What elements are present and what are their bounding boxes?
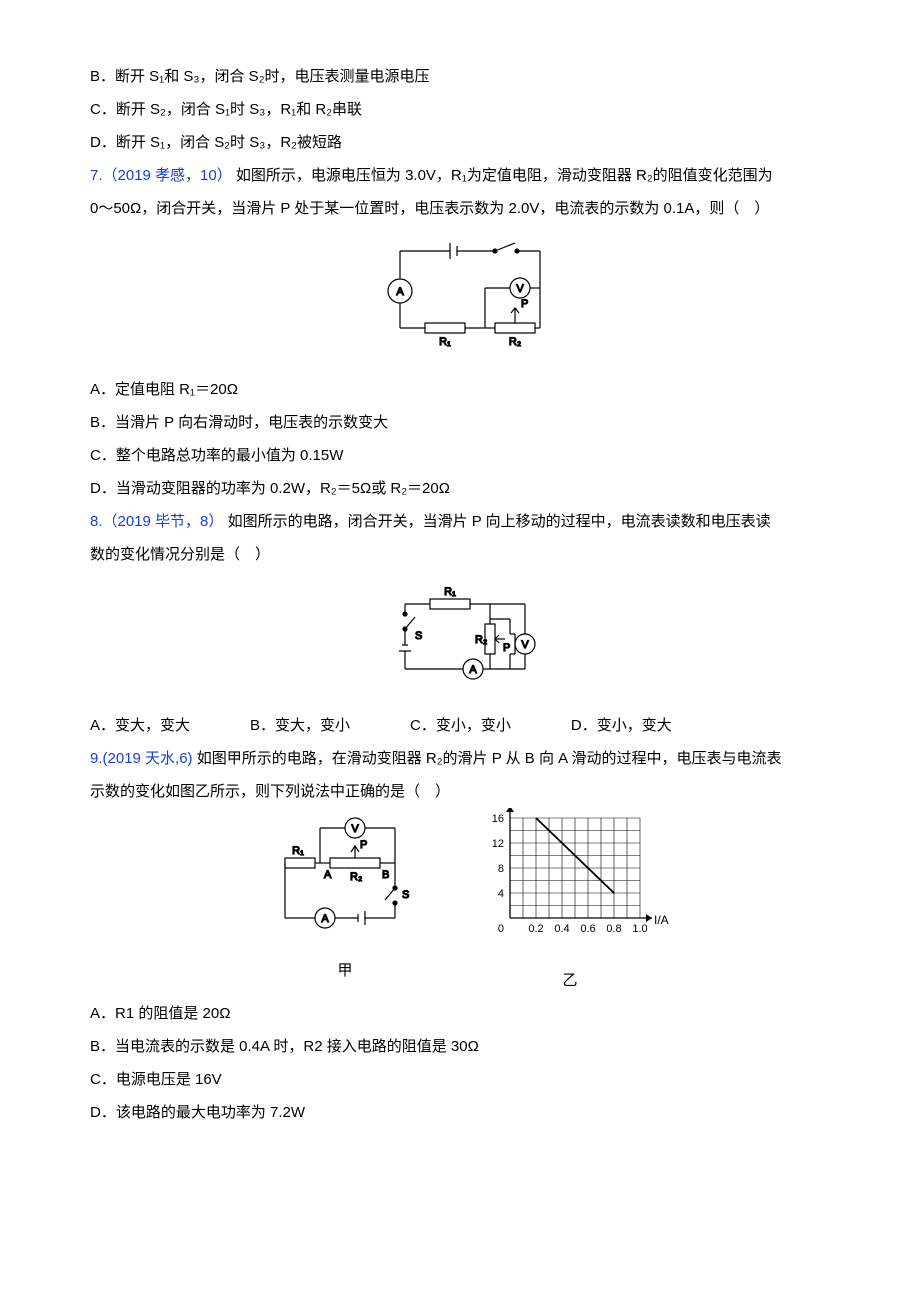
q8-ammeter-label: A: [469, 664, 477, 676]
q6-option-d: D．断开 S₁，闭合 S₂时 S₃，R₂被短路: [90, 126, 840, 159]
q8-option-a: A．变大，变大: [90, 709, 190, 742]
q9-option-a: A．R1 的阻值是 20Ω: [90, 997, 840, 1030]
q7-ref: 7.（2019 孝感，10）: [90, 167, 232, 184]
q7-stem-line1: 7.（2019 孝感，10） 如图所示，电源电压恒为 3.0V，R₁为定值电阻，…: [90, 159, 840, 192]
q9-voltmeter-label: V: [351, 823, 359, 835]
svg-text:4: 4: [498, 888, 504, 900]
q7-stem-text: 如图所示，电源电压恒为 3.0V，R₁为定值电阻，滑动变阻器 R₂的阻值变化范围…: [236, 167, 773, 184]
q7-r1-label: R₁: [439, 336, 451, 348]
q9-circuit-wrapper: V P A R₂ B S: [260, 808, 430, 987]
q8-voltmeter-label: V: [521, 639, 529, 651]
q9-p-label: P: [360, 839, 367, 851]
q9-r2-label: R₂: [350, 871, 362, 883]
q8-switch-label: S: [415, 630, 422, 642]
q8-stem-text: 如图所示的电路，闭合开关，当滑片 P 向上移动的过程中，电流表读数和电压表读: [228, 513, 771, 530]
q8-option-b: B．变大，变小: [250, 709, 350, 742]
q9-option-d: D．该电路的最大电功率为 7.2W: [90, 1096, 840, 1129]
q8-stem-line1: 8.（2019 毕节，8） 如图所示的电路，闭合开关，当滑片 P 向上移动的过程…: [90, 505, 840, 538]
q9-graph-wrapper: 4812160.20.40.60.81.00U/VI/A 乙: [470, 808, 670, 997]
q6-option-c: C．断开 S₂，闭合 S₁时 S₃，R₁和 R₂串联: [90, 93, 840, 126]
q9-stem-text: 如图甲所示的电路，在滑动变阻器 R₂的滑片 P 从 B 向 A 滑动的过程中，电…: [197, 750, 782, 767]
q9-left-caption: 甲: [260, 954, 430, 987]
q9-stem-line2: 示数的变化如图乙所示，则下列说法中正确的是（ ）: [90, 775, 840, 808]
svg-text:0: 0: [498, 923, 504, 935]
q7-option-d: D．当滑动变阻器的功率为 0.2W，R₂＝5Ω或 R₂＝20Ω: [90, 472, 840, 505]
q8-stem-line2: 数的变化情况分别是（ ）: [90, 538, 840, 571]
q7-stem-line2: 0～50Ω，闭合开关，当滑片 P 处于某一位置时，电压表示数为 2.0V，电流表…: [90, 192, 840, 225]
q9-b-letter: B: [382, 869, 389, 881]
q9-r1-label: R₁: [292, 845, 304, 857]
svg-text:8: 8: [498, 863, 504, 875]
q7-option-a: A．定值电阻 R₁＝20Ω: [90, 373, 840, 406]
q8-circuit-figure: R₁ V A S: [90, 579, 840, 701]
q7-circuit-figure: V P R₂ R₁ A: [90, 233, 840, 365]
svg-text:16: 16: [492, 813, 504, 825]
q7-voltmeter-label: V: [516, 283, 524, 295]
q8-r2-label: R₂: [475, 634, 487, 646]
svg-text:1.0: 1.0: [632, 923, 647, 935]
q8-ref: 8.（2019 毕节，8）: [90, 513, 223, 530]
q8-option-d: D．变小，变大: [571, 709, 672, 742]
q8-p-label: P: [503, 642, 510, 654]
q7-option-b: B．当滑片 P 向右滑动时，电压表的示数变大: [90, 406, 840, 439]
q7-r2-label: R₂: [509, 336, 521, 348]
q7-ammeter-label: A: [396, 286, 404, 298]
svg-text:12: 12: [492, 838, 504, 850]
svg-text:0.8: 0.8: [606, 923, 621, 935]
q7-p-label: P: [521, 298, 528, 310]
q9-right-caption: 乙: [470, 964, 670, 997]
q8-option-c: C．变小，变小: [410, 709, 511, 742]
q6-option-b: B．断开 S₁和 S₃，闭合 S₂时，电压表测量电源电压: [90, 60, 840, 93]
q9-figure-pair: V P A R₂ B S: [90, 808, 840, 997]
q7-option-c: C．整个电路总功率的最小值为 0.15W: [90, 439, 840, 472]
q9-ammeter-label: A: [321, 913, 329, 925]
svg-text:0.4: 0.4: [554, 923, 569, 935]
q9-switch-label: S: [402, 889, 409, 901]
svg-text:I/A: I/A: [654, 913, 669, 927]
svg-text:0.6: 0.6: [580, 923, 595, 935]
q9-stem-line1: 9.(2019 天水,6) 如图甲所示的电路，在滑动变阻器 R₂的滑片 P 从 …: [90, 742, 840, 775]
svg-text:0.2: 0.2: [528, 923, 543, 935]
q8-choices-row: A．变大，变大 B．变大，变小 C．变小，变小 D．变小，变大: [90, 709, 840, 742]
q8-r1-label: R₁: [444, 586, 456, 598]
q9-a-letter: A: [324, 869, 332, 881]
q9-graph-svg: 4812160.20.40.60.81.00U/VI/A: [470, 808, 670, 948]
q9-ref: 9.(2019 天水,6): [90, 750, 193, 767]
q9-option-b: B．当电流表的示数是 0.4A 时，R2 接入电路的阻值是 30Ω: [90, 1030, 840, 1063]
q9-option-c: C．电源电压是 16V: [90, 1063, 840, 1096]
